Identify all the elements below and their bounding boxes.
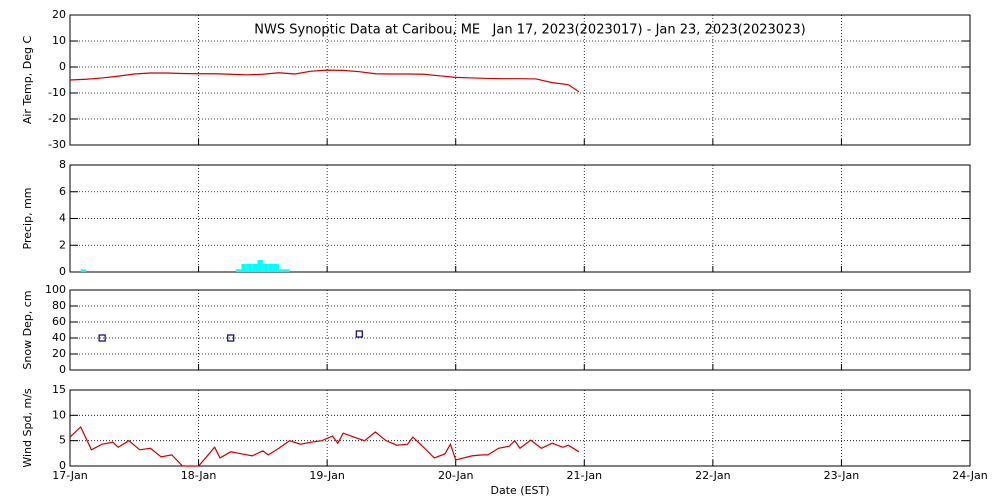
bar — [236, 269, 242, 272]
x-tick-label: 17-Jan — [52, 469, 88, 482]
bar — [268, 263, 274, 272]
chart-title: NWS Synoptic Data at Caribou, ME Jan 17,… — [254, 23, 805, 38]
y-tick-label: 4 — [59, 212, 66, 225]
y-tick-label: 10 — [52, 408, 66, 421]
plot-frame — [69, 389, 971, 467]
bar — [80, 269, 87, 272]
y-tick-label: 100 — [45, 283, 66, 296]
y-tick-label: 0 — [59, 265, 66, 278]
bar — [246, 263, 253, 272]
data-line — [69, 425, 580, 467]
y-tick-label: 8 — [59, 158, 66, 171]
y-tick-label: 20 — [52, 8, 66, 21]
point — [355, 330, 363, 338]
y-tick-label: 10 — [52, 34, 66, 47]
y-tick-label: 80 — [52, 299, 66, 312]
point — [98, 334, 106, 342]
bar — [252, 263, 258, 272]
x-axis-label: Date (EST) — [490, 484, 549, 497]
y-axis-label: Air Temp, Deg C — [21, 36, 34, 125]
bar — [284, 269, 290, 272]
data-line — [69, 69, 580, 93]
y-tick-label: -10 — [48, 86, 66, 99]
y-tick-label: -30 — [48, 138, 66, 151]
y-tick-label: 5 — [59, 434, 66, 447]
y-tick-label: 15 — [52, 383, 66, 396]
x-tick-label: 18-Jan — [181, 469, 217, 482]
point — [227, 334, 235, 342]
y-axis-label: Snow Dep, cm — [21, 290, 34, 369]
bar — [257, 259, 263, 272]
y-tick-label: 40 — [52, 331, 66, 344]
y-tick-label: 0 — [59, 60, 66, 73]
x-tick-label: 20-Jan — [438, 469, 474, 482]
y-axis-label: Precip, mm — [21, 188, 34, 250]
y-tick-label: 6 — [59, 185, 66, 198]
bar — [241, 263, 247, 272]
x-tick-label: 19-Jan — [309, 469, 345, 482]
y-axis-label: Wind Spd, m/s — [21, 388, 34, 468]
y-tick-label: 0 — [59, 363, 66, 376]
plot-frame — [69, 164, 971, 273]
bar — [278, 269, 285, 272]
y-tick-label: 2 — [59, 238, 66, 251]
y-tick-label: 20 — [52, 347, 66, 360]
x-tick-label: 23-Jan — [824, 469, 860, 482]
bar — [273, 263, 279, 272]
x-tick-label: 24-Jan — [952, 469, 988, 482]
x-tick-label: 21-Jan — [567, 469, 603, 482]
x-tick-label: 22-Jan — [695, 469, 731, 482]
y-tick-label: -20 — [48, 112, 66, 125]
y-tick-label: 0 — [59, 459, 66, 472]
bar — [262, 263, 269, 272]
y-tick-label: 60 — [52, 315, 66, 328]
plot-frame — [69, 289, 971, 371]
